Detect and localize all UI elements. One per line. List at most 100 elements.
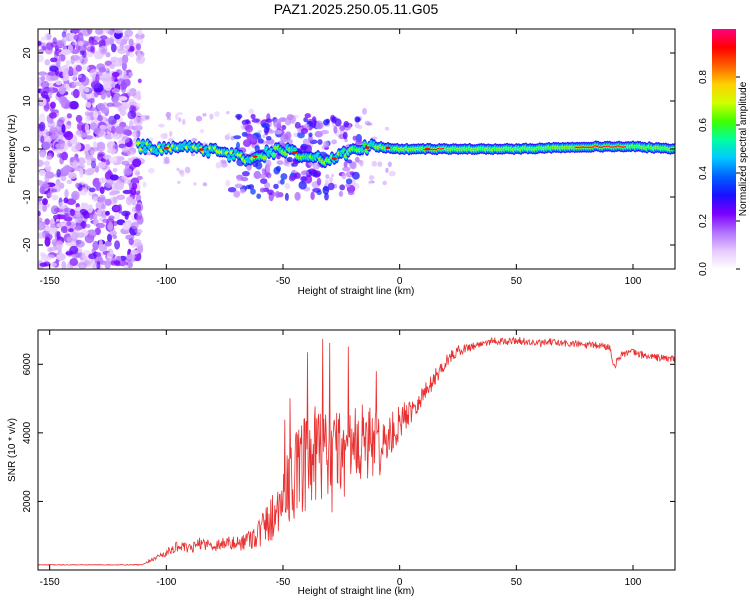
turbulence-blob bbox=[325, 174, 330, 179]
noise-blob bbox=[49, 135, 59, 140]
turbulence-blob bbox=[339, 125, 345, 132]
noise-blob bbox=[39, 252, 46, 257]
turbulence-blob bbox=[347, 191, 355, 196]
scatter-blob bbox=[268, 129, 275, 134]
turbulence-blob bbox=[304, 144, 312, 154]
noise-blob bbox=[85, 223, 91, 229]
chart-title: PAZ1.2025.250.05.11.G05 bbox=[274, 1, 439, 17]
turbulence-blob bbox=[276, 160, 284, 166]
noise-blob bbox=[40, 135, 45, 144]
spectrogram-x-ticks: -150 -100 -50 0 50 100 bbox=[40, 29, 642, 287]
noise-blob bbox=[75, 210, 81, 218]
turbulence-blob bbox=[338, 190, 344, 197]
scatter-blob bbox=[302, 138, 310, 146]
turbulence-blob bbox=[346, 159, 353, 164]
noise-blob bbox=[81, 65, 90, 71]
noise-blob bbox=[61, 261, 67, 269]
noise-blob bbox=[38, 41, 42, 46]
noise-blob bbox=[121, 210, 131, 217]
noise-blob bbox=[134, 242, 142, 247]
noise-blob bbox=[60, 226, 68, 234]
x-tick-label: -100 bbox=[156, 276, 176, 287]
scatter-blob bbox=[384, 126, 390, 131]
noise-blob bbox=[50, 75, 59, 81]
noise-blob bbox=[67, 120, 72, 126]
noise-blob bbox=[135, 43, 142, 51]
noise-blob bbox=[121, 54, 129, 64]
noise-blob bbox=[112, 234, 118, 239]
noise-blob bbox=[113, 260, 121, 265]
noise-blob bbox=[45, 254, 55, 260]
noise-blob bbox=[48, 86, 54, 96]
noise-blob bbox=[56, 214, 66, 220]
scatter-blob bbox=[344, 138, 348, 143]
turbulence-blob bbox=[275, 190, 280, 199]
scatter-blob bbox=[191, 138, 198, 142]
noise-blob bbox=[108, 215, 115, 221]
noise-blob bbox=[69, 258, 79, 267]
noise-blob bbox=[75, 130, 81, 137]
x-tick-label: -150 bbox=[40, 276, 60, 287]
turbulence-blob bbox=[227, 187, 237, 193]
carrier-peak bbox=[252, 155, 258, 158]
noise-blob bbox=[87, 29, 93, 35]
turbulence-blob bbox=[233, 135, 242, 140]
noise-blob bbox=[63, 216, 73, 222]
noise-blob bbox=[95, 29, 104, 35]
scatter-blob bbox=[163, 132, 168, 139]
noise-blob bbox=[97, 103, 106, 111]
scatter-blob bbox=[176, 112, 183, 116]
noise-blob bbox=[44, 160, 50, 168]
noise-blob bbox=[38, 217, 43, 223]
noise-blob bbox=[47, 39, 53, 44]
turbulence-blob bbox=[312, 170, 322, 178]
scatter-blob bbox=[146, 152, 152, 156]
scatter-blob bbox=[180, 171, 185, 177]
scatter-blob bbox=[354, 122, 360, 129]
noise-blob bbox=[116, 194, 126, 200]
noise-blob bbox=[64, 213, 70, 218]
noise-blob bbox=[72, 88, 80, 99]
noise-blob bbox=[59, 152, 68, 159]
noise-blob bbox=[38, 71, 48, 76]
turbulence-blob bbox=[266, 166, 271, 175]
turbulence-blob bbox=[352, 171, 360, 180]
noise-blob bbox=[40, 42, 47, 51]
spectrogram-x-label: Height of straight line (km) bbox=[298, 286, 415, 297]
noise-blob bbox=[73, 34, 80, 41]
snr-series-line bbox=[38, 336, 675, 567]
turbulence-blob bbox=[272, 192, 277, 197]
noise-blob bbox=[114, 60, 121, 67]
noise-blob bbox=[50, 57, 58, 63]
scatter-blob bbox=[328, 176, 334, 183]
turbulence-blob bbox=[245, 124, 254, 133]
noise-blob bbox=[110, 56, 119, 62]
noise-blob bbox=[56, 168, 61, 178]
spectrogram-y-label: Frequency (Hz) bbox=[7, 115, 18, 184]
spectrogram-y-ticks: 20 10 0 -10 -20 bbox=[22, 47, 675, 252]
turbulence-blob bbox=[342, 131, 348, 140]
scatter-blob bbox=[158, 123, 165, 128]
scatter-blob bbox=[215, 162, 222, 169]
noise-blob bbox=[98, 66, 107, 73]
scatter-blob bbox=[362, 108, 367, 115]
turbulence-blob bbox=[288, 175, 296, 182]
turbulence-blob bbox=[251, 118, 260, 123]
noise-blob bbox=[55, 80, 62, 86]
noise-blob bbox=[56, 39, 64, 48]
carrier-peak bbox=[198, 148, 204, 151]
noise-blob bbox=[44, 236, 51, 247]
noise-blob bbox=[74, 225, 83, 231]
noise-blob bbox=[124, 177, 130, 185]
turbulence-blob bbox=[310, 191, 315, 200]
carrier-band-cell bbox=[292, 149, 298, 152]
turbulence-blob bbox=[265, 136, 272, 141]
turbulence-blob bbox=[273, 118, 282, 128]
noise-blob bbox=[38, 54, 45, 63]
turbulence-blob bbox=[281, 124, 287, 131]
scatter-blob bbox=[169, 130, 173, 137]
noise-blob bbox=[40, 80, 50, 89]
scatter-blob bbox=[387, 161, 392, 168]
scatter-blob bbox=[209, 113, 214, 120]
turbulence-blob bbox=[236, 115, 241, 121]
